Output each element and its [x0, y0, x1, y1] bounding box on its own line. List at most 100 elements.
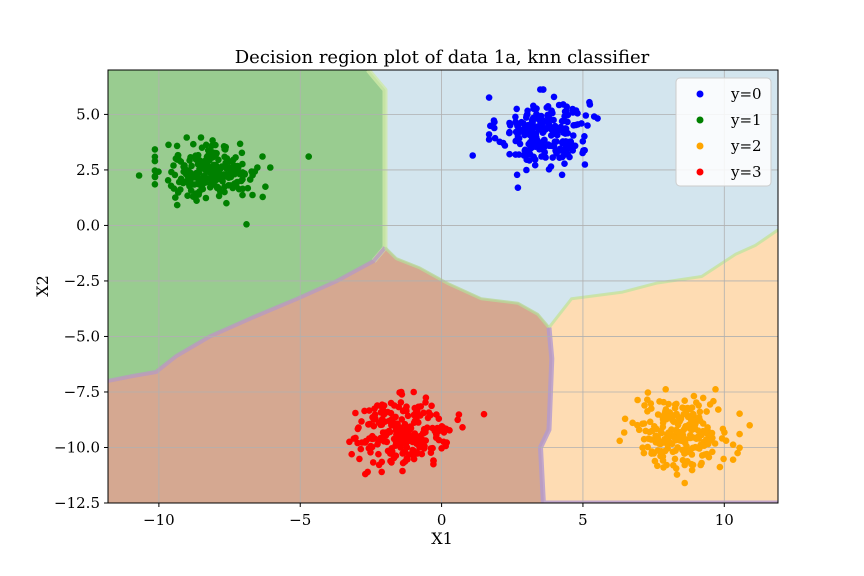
point-y1	[172, 194, 179, 201]
point-y2	[736, 444, 743, 452]
point-y3	[430, 457, 437, 464]
point-y1	[219, 178, 226, 185]
point-y2	[634, 396, 641, 404]
point-y1	[229, 184, 237, 192]
point-y3	[357, 445, 365, 453]
point-y2	[693, 435, 700, 443]
point-y0	[534, 136, 541, 144]
point-y0	[561, 113, 568, 120]
point-y1	[198, 144, 206, 151]
point-y1	[190, 181, 198, 188]
point-y1	[187, 154, 194, 161]
point-y1	[225, 164, 233, 171]
point-y2	[670, 412, 677, 419]
point-y3	[405, 451, 413, 459]
point-y1	[151, 146, 159, 153]
point-y2	[639, 444, 646, 452]
point-y1	[208, 142, 216, 150]
point-y1	[177, 158, 185, 165]
point-y0	[541, 143, 549, 150]
point-y0	[506, 122, 514, 129]
point-y2	[709, 448, 716, 456]
point-y0	[561, 160, 568, 167]
chart-title: Decision region plot of data 1a, knn cla…	[235, 47, 650, 68]
point-y3	[350, 435, 358, 442]
legend-marker	[696, 168, 704, 176]
point-y2	[639, 420, 646, 428]
point-y2	[734, 449, 741, 457]
point-y3	[392, 427, 400, 434]
point-y0	[541, 136, 548, 144]
point-y0	[581, 133, 588, 140]
y-tick-label: 5.0	[76, 105, 100, 123]
legend-marker	[696, 116, 704, 124]
point-y2	[689, 410, 697, 418]
point-y0	[564, 145, 572, 153]
point-y0	[572, 107, 580, 114]
point-y2	[621, 415, 629, 423]
point-y3	[365, 421, 372, 428]
point-y3	[369, 459, 377, 466]
point-y0	[512, 151, 519, 158]
point-y1	[223, 199, 230, 207]
point-y2	[660, 398, 667, 406]
point-y3	[384, 408, 392, 416]
point-y0	[491, 124, 498, 132]
point-y0	[571, 142, 579, 150]
point-y1	[190, 140, 197, 148]
point-y1	[243, 221, 250, 228]
point-y2	[620, 429, 628, 436]
point-y2	[701, 451, 709, 458]
point-y0	[514, 184, 522, 191]
legend-box	[675, 77, 772, 187]
point-y1	[259, 153, 266, 160]
point-y0	[572, 121, 579, 129]
point-y1	[218, 163, 226, 170]
point-y2	[691, 425, 699, 433]
point-y1	[189, 193, 197, 200]
point-y3	[352, 409, 359, 417]
point-y3	[409, 438, 416, 446]
point-y1	[168, 168, 175, 176]
point-y1	[244, 184, 252, 192]
point-y0	[485, 136, 493, 143]
point-y1	[135, 172, 143, 179]
point-y2	[671, 404, 679, 412]
point-y0	[564, 150, 571, 158]
point-y2	[644, 408, 651, 415]
point-y2	[670, 462, 677, 469]
point-y3	[396, 389, 403, 396]
point-y0	[469, 152, 477, 159]
point-y3	[375, 461, 383, 469]
point-y2	[687, 431, 694, 439]
point-y1	[262, 183, 269, 190]
y-axis-label: X2	[33, 275, 52, 297]
y-tick-label: −5.0	[64, 327, 100, 345]
point-y0	[528, 144, 536, 151]
point-y0	[553, 138, 560, 145]
point-y3	[404, 424, 411, 432]
point-y3	[365, 407, 373, 414]
point-y3	[378, 468, 386, 476]
point-y2	[673, 471, 681, 478]
point-y0	[537, 86, 544, 93]
point-y0	[491, 118, 498, 126]
point-y1	[208, 173, 216, 180]
x-tick-label: 0	[437, 511, 447, 529]
point-y0	[570, 132, 577, 139]
point-y3	[358, 418, 365, 425]
point-y1	[215, 185, 222, 192]
point-y3	[454, 416, 462, 424]
point-y3	[411, 404, 419, 412]
point-y3	[410, 455, 418, 463]
point-y0	[584, 122, 591, 129]
point-y2	[689, 461, 697, 469]
boundary-band-y0-y3	[383, 246, 551, 329]
point-y0	[558, 171, 566, 179]
point-y3	[362, 470, 369, 478]
point-y0	[578, 120, 585, 127]
point-y1	[209, 163, 217, 171]
point-y1	[151, 172, 159, 180]
point-y3	[348, 450, 356, 458]
